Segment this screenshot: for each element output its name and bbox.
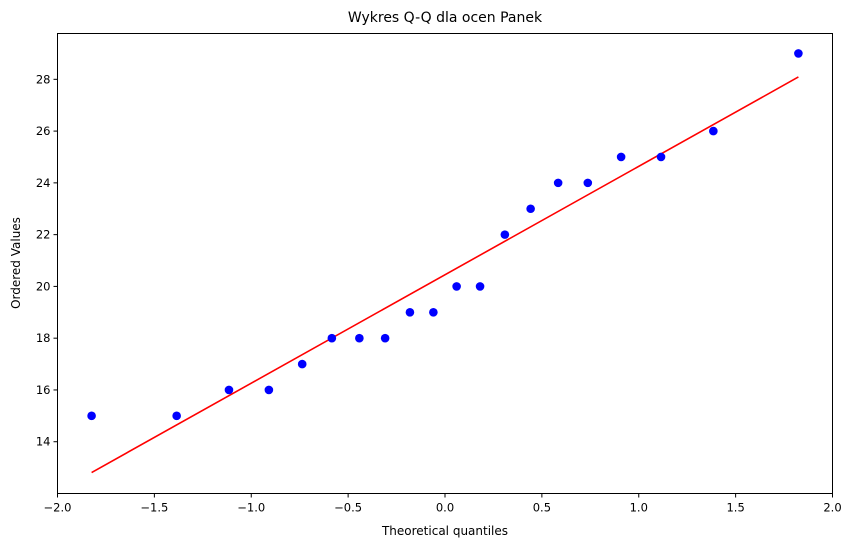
data-point (380, 333, 390, 343)
x-tick-label: −0.5 (334, 501, 362, 515)
data-point (553, 178, 563, 188)
y-tick-label: 16 (36, 383, 51, 397)
data-point (794, 49, 803, 58)
data-point (405, 307, 415, 317)
data-point (616, 152, 626, 162)
x-tick-label: 2.0 (823, 501, 841, 515)
x-tick-label: 0.5 (533, 501, 551, 515)
y-tick-label: 26 (36, 124, 51, 138)
y-tick-label: 24 (36, 176, 51, 190)
axes-frame (57, 33, 833, 494)
fit-line (91, 76, 799, 474)
data-point (583, 178, 593, 188)
x-tick-label: 1.5 (726, 501, 744, 515)
data-point (224, 385, 234, 395)
y-tick-label: 20 (36, 279, 51, 293)
y-tick-label: 18 (36, 331, 51, 345)
data-point (475, 282, 485, 291)
y-axis-label: Ordered Values (9, 217, 23, 309)
x-tick-label: 1.0 (630, 501, 648, 515)
data-point (500, 230, 510, 239)
data-point (709, 126, 718, 136)
data-point (297, 359, 307, 369)
data-point (327, 333, 337, 343)
y-tick-label: 22 (36, 228, 51, 242)
data-point (429, 307, 438, 317)
x-axis-label: Theoretical quantiles (381, 524, 508, 538)
x-tick-label: −1.5 (140, 501, 168, 515)
x-tick-label: 0.0 (436, 501, 454, 515)
data-point (656, 152, 666, 162)
data-point (355, 333, 364, 343)
data-point (526, 204, 535, 214)
plot-area (87, 49, 803, 474)
y-tick-label: 14 (36, 435, 51, 449)
data-point (87, 411, 96, 421)
y-tick-label: 28 (36, 72, 51, 86)
data-point (264, 385, 274, 395)
x-tick-label: −2.0 (44, 501, 72, 515)
x-tick-label: −1.0 (237, 501, 265, 515)
data-point (452, 282, 461, 291)
x-axis: −2.0 −1.5 −1.0 −0.5 0.0 0.5 1.0 1.5 2.0 (44, 493, 842, 515)
y-axis: 14 16 18 20 22 24 26 28 (36, 72, 58, 449)
data-point (172, 411, 181, 421)
chart-title: Wykres Q-Q dla ocen Panek (348, 10, 543, 26)
